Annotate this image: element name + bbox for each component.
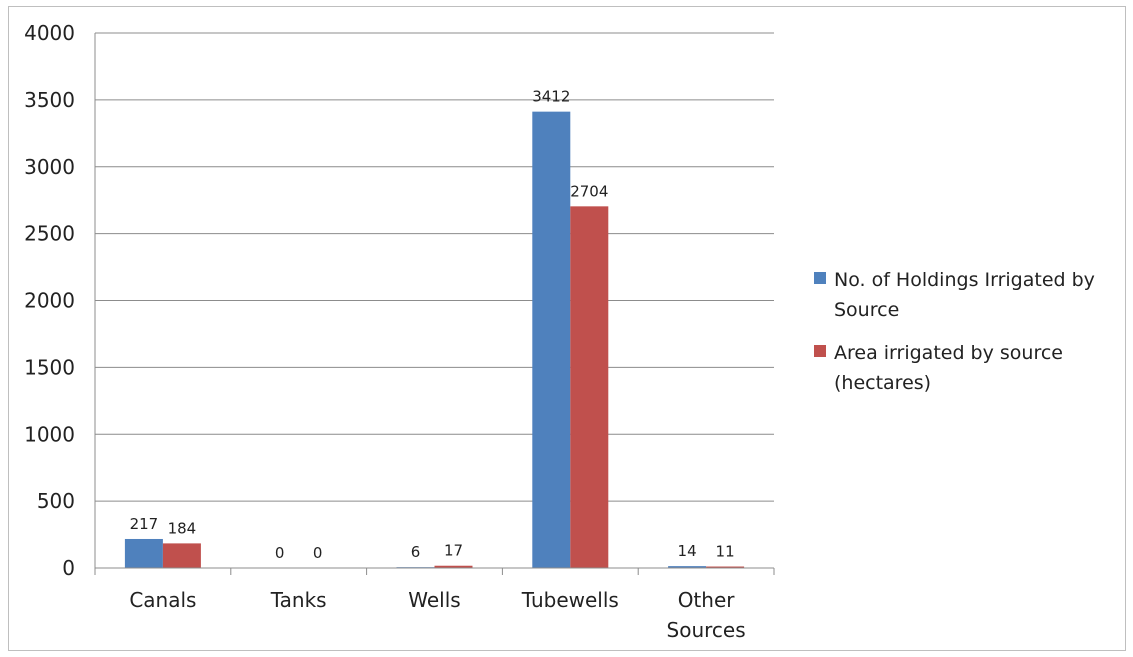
legend-label: Area irrigated by source (hectares) — [834, 342, 1063, 394]
x-category-label: Wells — [408, 588, 460, 612]
data-labels: 217 184 0 0 6 17 3412 2704 14 11 — [130, 88, 735, 562]
x-axis — [94, 33, 775, 575]
x-category-label: Tanks — [270, 588, 327, 612]
y-tick-label: 1000 — [24, 422, 75, 446]
bars — [124, 111, 745, 569]
data-label: 217 — [130, 515, 159, 533]
bar-wells-series-2 — [434, 565, 473, 568]
x-axis-categories: Canals Tanks Wells Tubewells Other Sources — [129, 588, 745, 642]
y-tick-label: 2000 — [24, 289, 75, 313]
data-label: 2704 — [570, 182, 608, 200]
y-tick-label: 500 — [37, 489, 75, 513]
x-category-label: Canals — [129, 588, 196, 612]
y-tick-label: 3500 — [24, 88, 75, 112]
bar-tubewells-series-2 — [570, 206, 609, 568]
y-axis-ticks: 0 500 1000 1500 2000 2500 3000 3500 4000 — [24, 21, 75, 580]
legend: No. of Holdings Irrigated by Source Area i… — [814, 269, 1095, 394]
y-tick-label: 1500 — [24, 355, 75, 379]
bar-canals-series-1 — [124, 538, 163, 568]
x-category-label: Tubewells — [521, 588, 619, 612]
data-label: 6 — [411, 543, 421, 561]
y-tick-label: 4000 — [24, 21, 75, 45]
x-category-label: Other Sources — [667, 588, 746, 642]
y-tick-label: 3000 — [24, 155, 75, 179]
data-label: 184 — [168, 519, 197, 537]
legend-swatch — [814, 345, 826, 357]
bar-other-sources-series-1 — [668, 566, 707, 568]
data-label: 3412 — [532, 88, 570, 106]
data-label: 11 — [716, 543, 735, 561]
gridlines — [95, 32, 774, 502]
data-label: 0 — [313, 544, 323, 562]
y-tick-label: 2500 — [24, 222, 75, 246]
bar-other-sources-series-2 — [706, 566, 745, 568]
data-label: 17 — [444, 542, 463, 560]
legend-swatch — [814, 272, 826, 284]
y-tick-label: 0 — [62, 556, 75, 580]
data-label: 14 — [678, 542, 697, 560]
data-label: 0 — [275, 544, 285, 562]
bar-canals-series-2 — [162, 543, 201, 568]
bar-tubewells-series-1 — [532, 111, 571, 569]
legend-label: No. of Holdings Irrigated by Source — [834, 269, 1095, 321]
